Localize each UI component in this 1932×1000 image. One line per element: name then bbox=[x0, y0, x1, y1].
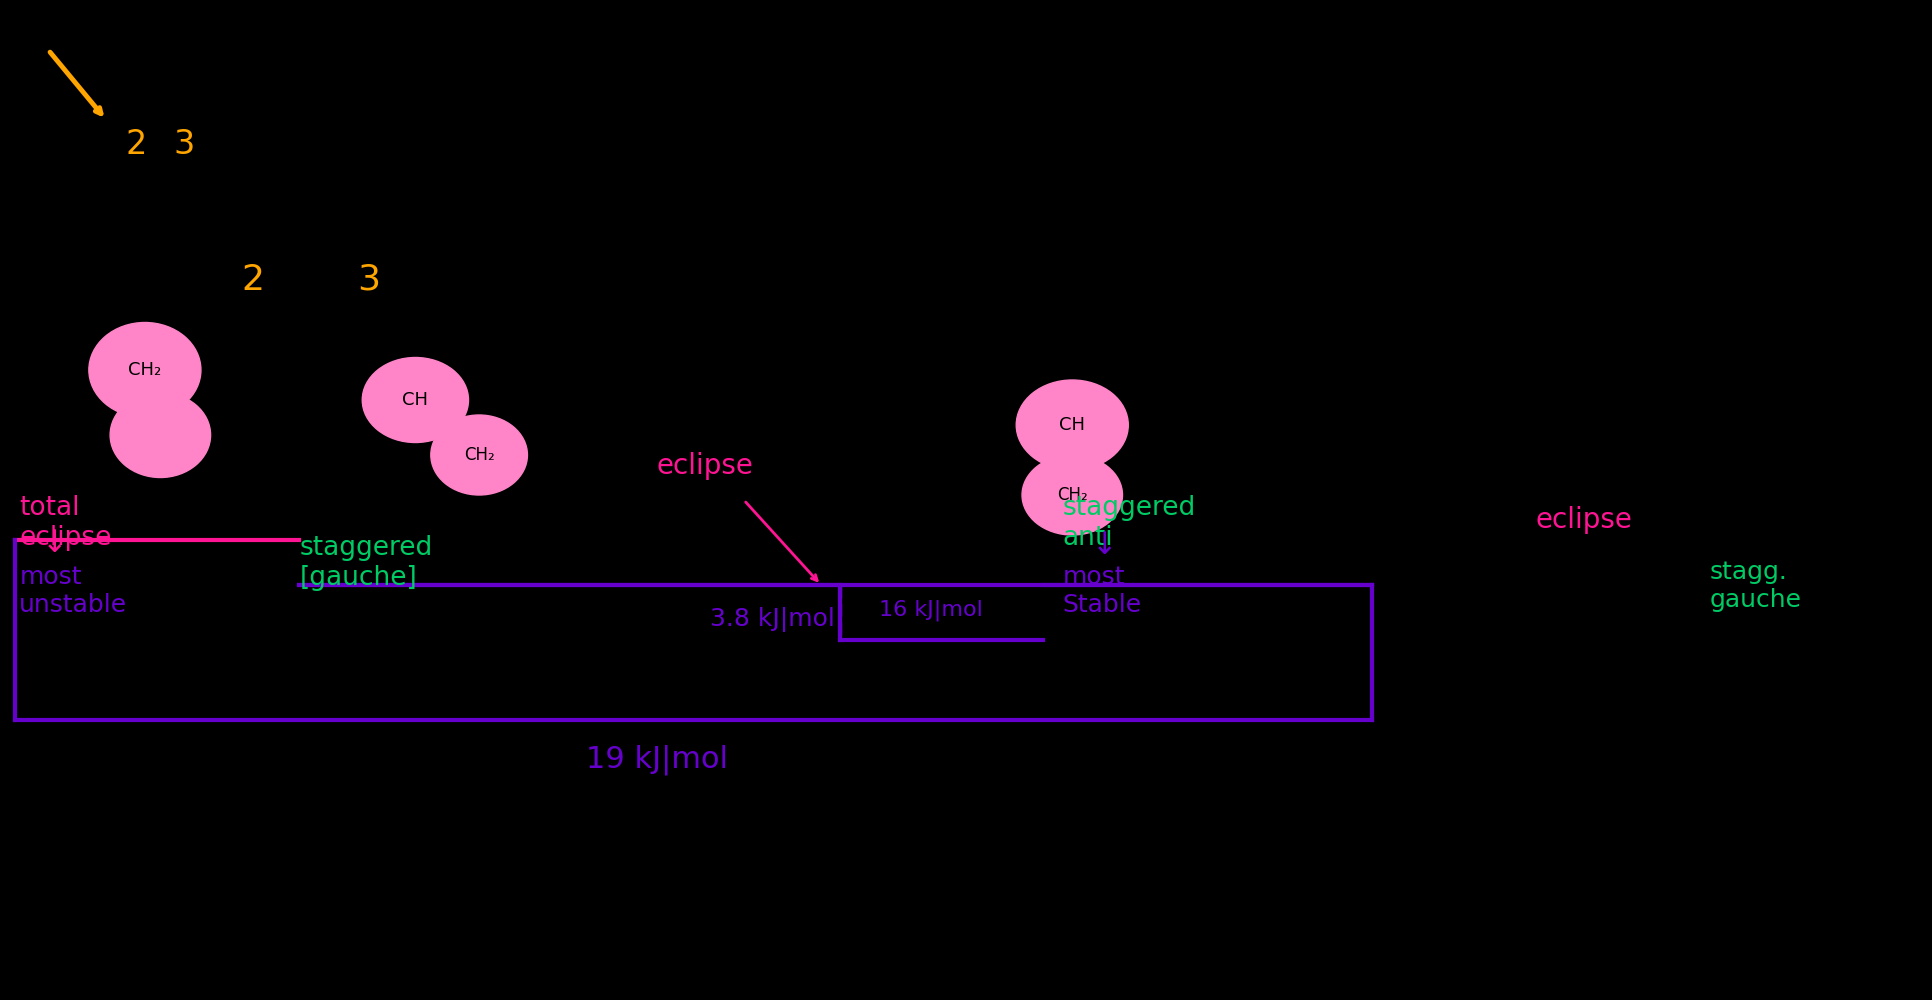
Text: eclipse: eclipse bbox=[657, 452, 753, 480]
Text: 19 kJ|mol: 19 kJ|mol bbox=[585, 745, 728, 775]
Ellipse shape bbox=[1022, 455, 1122, 535]
Text: CH₂: CH₂ bbox=[1057, 486, 1088, 504]
Text: CH: CH bbox=[1059, 416, 1086, 434]
Text: staggered
anti: staggered anti bbox=[1063, 495, 1196, 551]
Text: ↓: ↓ bbox=[41, 528, 68, 558]
Text: 3: 3 bbox=[357, 263, 381, 297]
Text: CH₂: CH₂ bbox=[464, 446, 495, 464]
Ellipse shape bbox=[1016, 380, 1128, 470]
Text: CH₃: CH₃ bbox=[145, 426, 176, 444]
Text: CH₂: CH₂ bbox=[128, 361, 162, 379]
Text: 2: 2 bbox=[126, 128, 147, 161]
Text: eclipse: eclipse bbox=[1536, 506, 1633, 534]
Text: 16 kJ|mol: 16 kJ|mol bbox=[879, 599, 983, 621]
Ellipse shape bbox=[110, 392, 211, 478]
Ellipse shape bbox=[89, 322, 201, 418]
Text: staggered
[gauche]: staggered [gauche] bbox=[299, 535, 433, 591]
Text: ↓: ↓ bbox=[1092, 530, 1117, 560]
Text: stagg.
gauche: stagg. gauche bbox=[1710, 560, 1803, 612]
Text: CH: CH bbox=[402, 391, 429, 409]
Text: total
eclipse: total eclipse bbox=[19, 495, 112, 551]
Text: 3.8 kJ|mol: 3.8 kJ|mol bbox=[711, 607, 835, 633]
Text: 3: 3 bbox=[174, 128, 195, 161]
Ellipse shape bbox=[431, 415, 527, 495]
Text: most
Stable: most Stable bbox=[1063, 565, 1142, 617]
Text: 2: 2 bbox=[242, 263, 265, 297]
Ellipse shape bbox=[363, 358, 469, 442]
Text: most
unstable: most unstable bbox=[19, 565, 128, 617]
